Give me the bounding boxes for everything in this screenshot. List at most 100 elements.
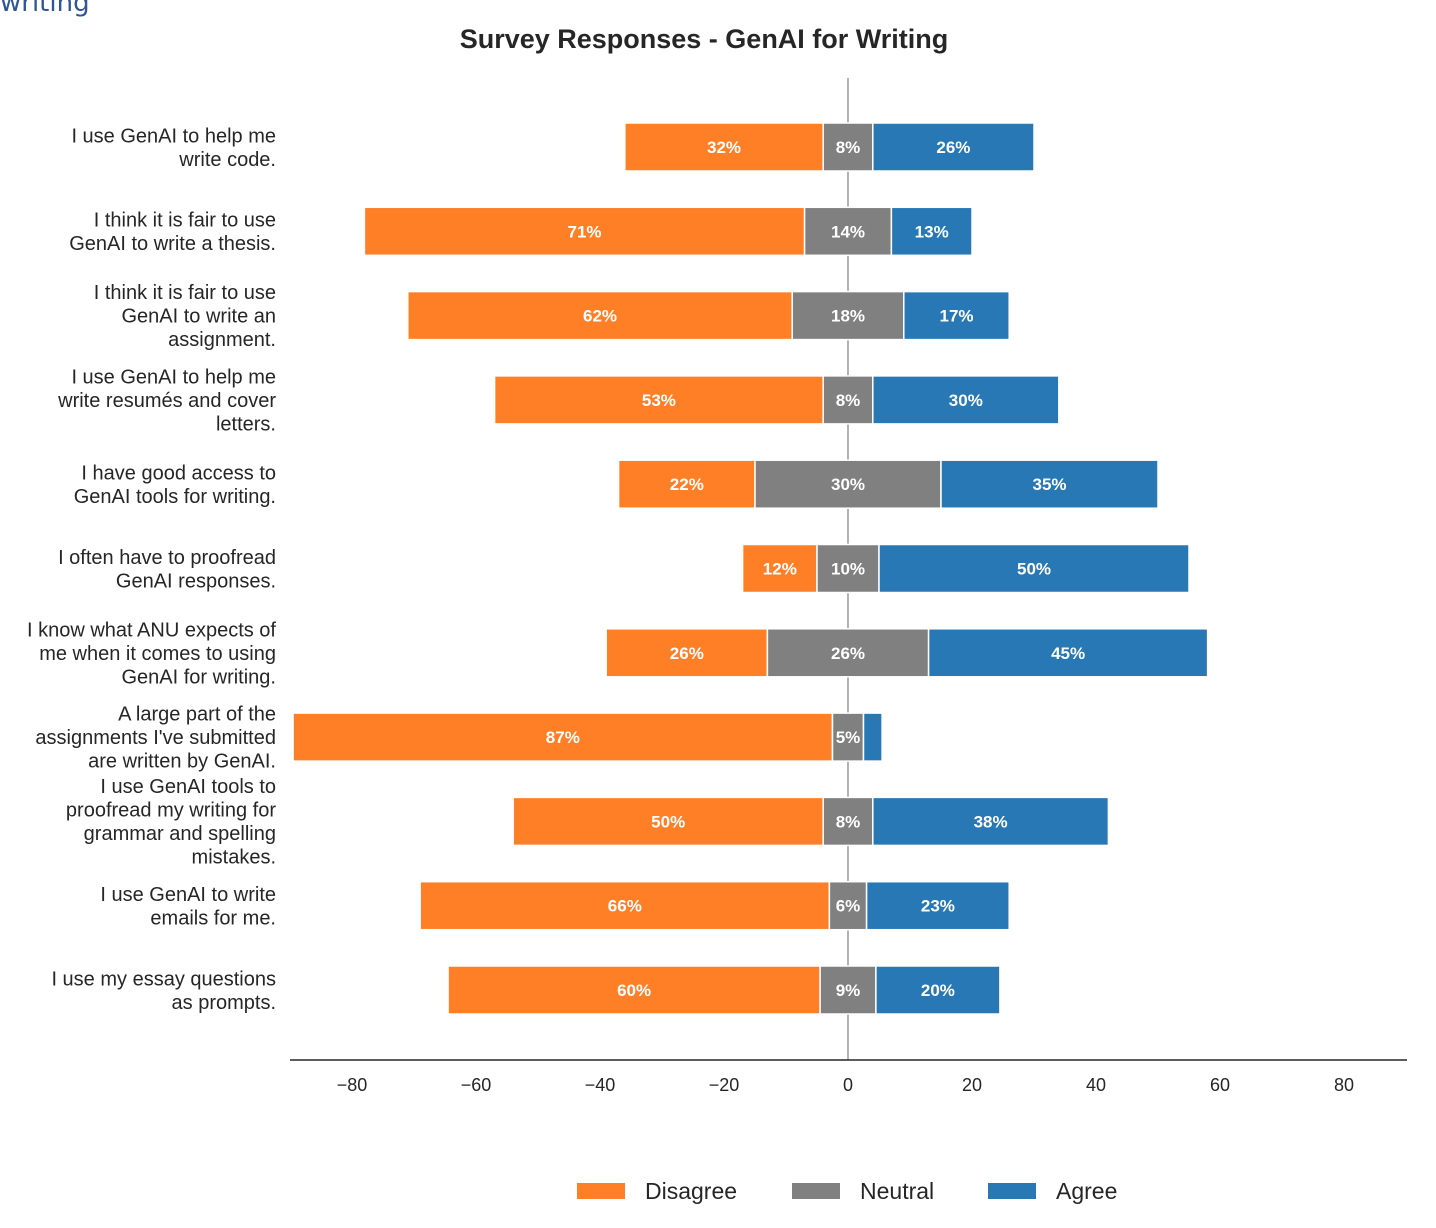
y-tick-label-line: letters.: [216, 413, 276, 435]
legend-swatch-neutral: [792, 1183, 840, 1199]
bar-neutral: [822, 796, 874, 847]
y-tick-label-line: assignment.: [168, 329, 276, 351]
bar-disagree: [407, 290, 793, 341]
data-label: 26%: [936, 138, 970, 157]
y-tick-label-line: A large part of the: [118, 704, 276, 726]
data-label: 38%: [974, 812, 1008, 831]
y-tick-label-line: mistakes.: [192, 847, 276, 869]
y-tick-label: I use GenAI to write emails for me.: [100, 884, 276, 930]
bar-agree: [862, 712, 883, 762]
y-tick-label-line: GenAI to write a thesis.: [69, 233, 276, 255]
bar-neutral: [831, 712, 865, 762]
data-label: 18%: [831, 307, 865, 326]
bar-disagree: [512, 796, 824, 847]
y-tick-label-line: GenAI to write an: [121, 306, 276, 328]
data-label: 50%: [1017, 560, 1051, 579]
bar-neutral: [766, 628, 930, 678]
bar-agree: [890, 206, 973, 257]
y-tick-label: I use my essay questions as prompts.: [51, 968, 276, 1014]
y-tick-label-line: I think it is fair to use: [94, 210, 276, 232]
bar-neutral: [822, 122, 874, 172]
x-tick-label: −40: [585, 1075, 616, 1095]
bar-agree: [940, 459, 1159, 509]
y-tick-label-line: proofread my writing for: [66, 800, 276, 822]
bar-neutral: [819, 965, 877, 1015]
bar-agree: [878, 543, 1190, 594]
y-tick-label: I think it is fair to use GenAI to write …: [94, 282, 276, 351]
data-label: 60%: [617, 981, 651, 1000]
x-tick-label: 20: [962, 1075, 982, 1095]
y-tick-label-line: as prompts.: [172, 992, 276, 1014]
bar-agree: [872, 122, 1035, 172]
data-label: 8%: [836, 138, 861, 157]
bar-disagree: [292, 712, 834, 762]
y-tick-label: I know what ANU expects of me when it com…: [27, 619, 276, 688]
data-label: 8%: [836, 391, 861, 410]
y-tick-label: A large part of the assignments I've subm…: [35, 704, 276, 773]
y-tick-label: I think it is fair to use GenAI to write …: [69, 210, 276, 256]
y-tick-label-line: I think it is fair to use: [94, 282, 276, 304]
x-tick-label: 80: [1334, 1075, 1354, 1095]
data-label: 87%: [546, 728, 580, 747]
data-label: 26%: [831, 644, 865, 663]
y-tick-label-line: I use GenAI to help me: [71, 366, 276, 388]
x-tick-label: 0: [843, 1075, 853, 1095]
y-tick-label-line: I use GenAI to help me: [71, 125, 276, 147]
y-tick-label: I use GenAI to help me write code.: [71, 125, 276, 171]
bar-neutral: [754, 459, 942, 509]
legend-swatch-agree: [988, 1183, 1036, 1199]
legend-label: Neutral: [860, 1178, 934, 1204]
data-label: 20%: [921, 981, 955, 1000]
y-tick-label-line: GenAI tools for writing.: [74, 486, 276, 508]
y-tick-label-line: write resumés and cover: [57, 390, 276, 412]
data-label: 5%: [836, 728, 861, 747]
y-tick-label-line: are written by GenAI.: [88, 751, 276, 773]
data-label: 32%: [707, 138, 741, 157]
bar-disagree: [624, 122, 824, 172]
y-tick-label-line: GenAI for writing.: [121, 666, 276, 688]
bar-neutral: [803, 206, 893, 257]
data-label: 71%: [567, 222, 601, 241]
y-tick-label: I often have to proofread GenAI responses…: [58, 547, 276, 593]
y-tick-label-line: assignments I've submitted: [35, 727, 276, 749]
data-label: 50%: [651, 812, 685, 831]
data-label: 12%: [763, 560, 797, 579]
bar-agree: [872, 375, 1060, 425]
chart-title: Survey Responses - GenAI for Writing: [460, 24, 949, 54]
x-tick-label: −60: [461, 1075, 492, 1095]
data-label: 6%: [836, 897, 861, 916]
data-label: 62%: [583, 307, 617, 326]
y-tick-label-line: I often have to proofread: [58, 547, 276, 569]
data-label: 8%: [836, 812, 861, 831]
y-tick-label-line: I use GenAI to write: [100, 884, 276, 906]
y-tick-label: I use GenAI to help me write resumés and …: [57, 366, 276, 435]
bar-disagree: [363, 206, 806, 257]
y-tick-label-line: GenAI responses.: [116, 570, 276, 592]
y-tick-label-line: I use GenAI tools to: [100, 776, 276, 798]
bar-disagree: [419, 880, 831, 931]
x-tick-label: −80: [337, 1075, 368, 1095]
data-label: 13%: [915, 222, 949, 241]
data-label: 17%: [939, 307, 973, 326]
y-tick-label-line: I use my essay questions: [51, 968, 276, 990]
y-tick-label-line: me when it comes to using: [39, 643, 276, 665]
x-tick-label: −20: [709, 1075, 740, 1095]
bar-agree: [903, 290, 1010, 341]
y-tick-label-line: grammar and spelling: [84, 823, 276, 845]
y-tick-label: I have good access to GenAI tools for wri…: [74, 462, 276, 508]
bar-disagree: [493, 375, 824, 425]
y-tick-label: I use GenAI tools to proofread my writing…: [66, 776, 276, 869]
legend-label: Agree: [1056, 1178, 1117, 1204]
y-tick-label-line: I have good access to: [81, 462, 276, 484]
bar-agree: [875, 965, 1001, 1015]
y-tick-label-line: emails for me.: [150, 907, 276, 929]
bar-disagree: [447, 965, 821, 1015]
data-label: 35%: [1032, 475, 1066, 494]
data-label: 45%: [1051, 644, 1085, 663]
data-label: 10%: [831, 560, 865, 579]
data-label: 30%: [831, 475, 865, 494]
bar-neutral: [816, 543, 880, 594]
data-label: 66%: [608, 897, 642, 916]
legend-label: Disagree: [645, 1178, 737, 1204]
